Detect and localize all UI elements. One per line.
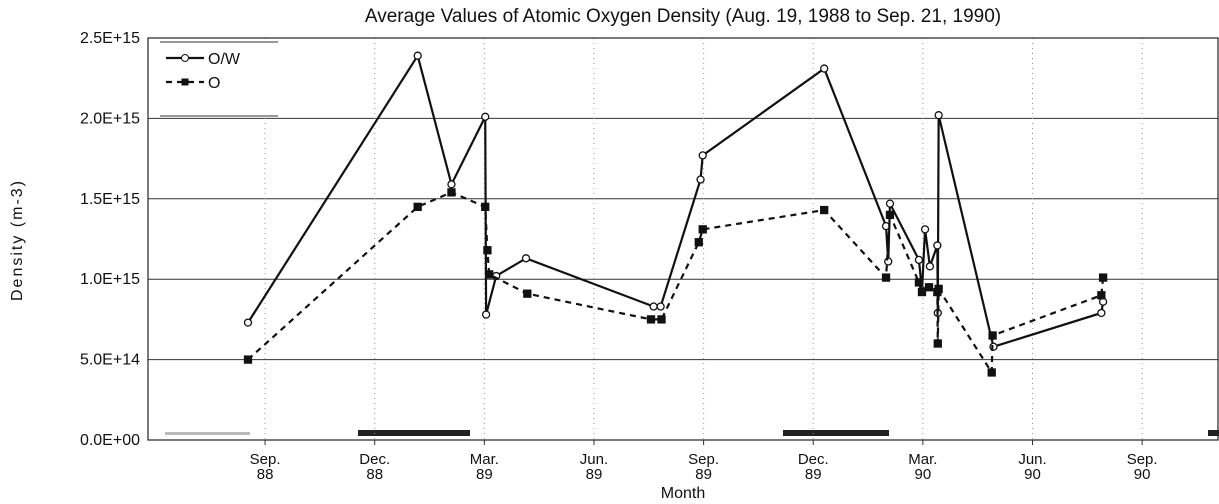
legend-marker xyxy=(181,78,189,86)
legend-box xyxy=(160,42,278,116)
point xyxy=(820,64,829,73)
point xyxy=(413,51,422,60)
point xyxy=(656,302,665,311)
point xyxy=(649,302,658,311)
point xyxy=(989,342,998,351)
point xyxy=(820,205,829,215)
x-tick-label: Dec. 88 xyxy=(359,451,390,483)
point xyxy=(657,315,666,324)
x-tick-label: Dec. 89 xyxy=(798,451,829,483)
point xyxy=(934,111,943,120)
point xyxy=(1097,308,1106,318)
point xyxy=(447,188,456,197)
point xyxy=(920,225,930,234)
point xyxy=(694,238,703,247)
point xyxy=(523,289,532,298)
point xyxy=(885,210,895,220)
point xyxy=(914,255,924,265)
point xyxy=(925,262,935,271)
point xyxy=(988,331,997,340)
series-line xyxy=(247,52,1105,349)
x-tick-label: Jun. 89 xyxy=(580,451,608,483)
point xyxy=(1097,291,1106,300)
point xyxy=(483,246,492,255)
series-line xyxy=(247,191,1105,377)
x-tick-label: Sep. 89 xyxy=(688,451,719,483)
x-tick-label: Sep. 90 xyxy=(1127,451,1158,483)
y-tick-label: 5.0E+14 xyxy=(80,352,140,369)
point xyxy=(698,151,707,160)
y-tick-label: 2.0E+15 xyxy=(80,110,140,127)
point xyxy=(243,318,253,327)
point xyxy=(481,310,491,319)
point xyxy=(917,287,927,297)
point xyxy=(243,355,253,364)
y-tick-label: 1.0E+15 xyxy=(80,271,140,288)
point xyxy=(933,339,942,348)
x-tick-label: Jun. 90 xyxy=(1018,451,1046,483)
point xyxy=(934,284,943,293)
x-tick-label: Mar. 90 xyxy=(908,451,937,483)
point xyxy=(521,254,531,263)
y-tick-label: 0.0E+00 xyxy=(80,432,140,449)
x-tick-label: Sep. 88 xyxy=(250,451,281,483)
point xyxy=(987,368,996,377)
point xyxy=(481,112,490,121)
x-axis-label: Month xyxy=(661,485,705,502)
point xyxy=(881,273,891,282)
point xyxy=(485,270,494,279)
point xyxy=(924,283,934,292)
point xyxy=(447,180,456,189)
point xyxy=(481,202,490,211)
legend-marker xyxy=(181,54,189,62)
y-tick-label: 2.5E+15 xyxy=(80,30,140,47)
point xyxy=(885,199,895,208)
y-axis-label: Density (m-3) xyxy=(9,179,26,301)
season-bars xyxy=(165,430,1219,436)
plot-frame xyxy=(147,37,1219,441)
legend-label: O xyxy=(208,75,220,92)
point xyxy=(933,241,942,250)
point xyxy=(696,175,705,184)
point xyxy=(646,315,656,324)
point xyxy=(698,225,707,234)
chart-title: Average Values of Atomic Oxygen Density … xyxy=(365,6,1001,27)
point xyxy=(1098,273,1108,282)
y-tick-label: 1.5E+15 xyxy=(80,191,140,208)
point xyxy=(413,202,422,211)
point xyxy=(914,278,924,287)
x-tick-label: Mar. 89 xyxy=(470,451,499,483)
legend-label: O/W xyxy=(208,51,241,68)
